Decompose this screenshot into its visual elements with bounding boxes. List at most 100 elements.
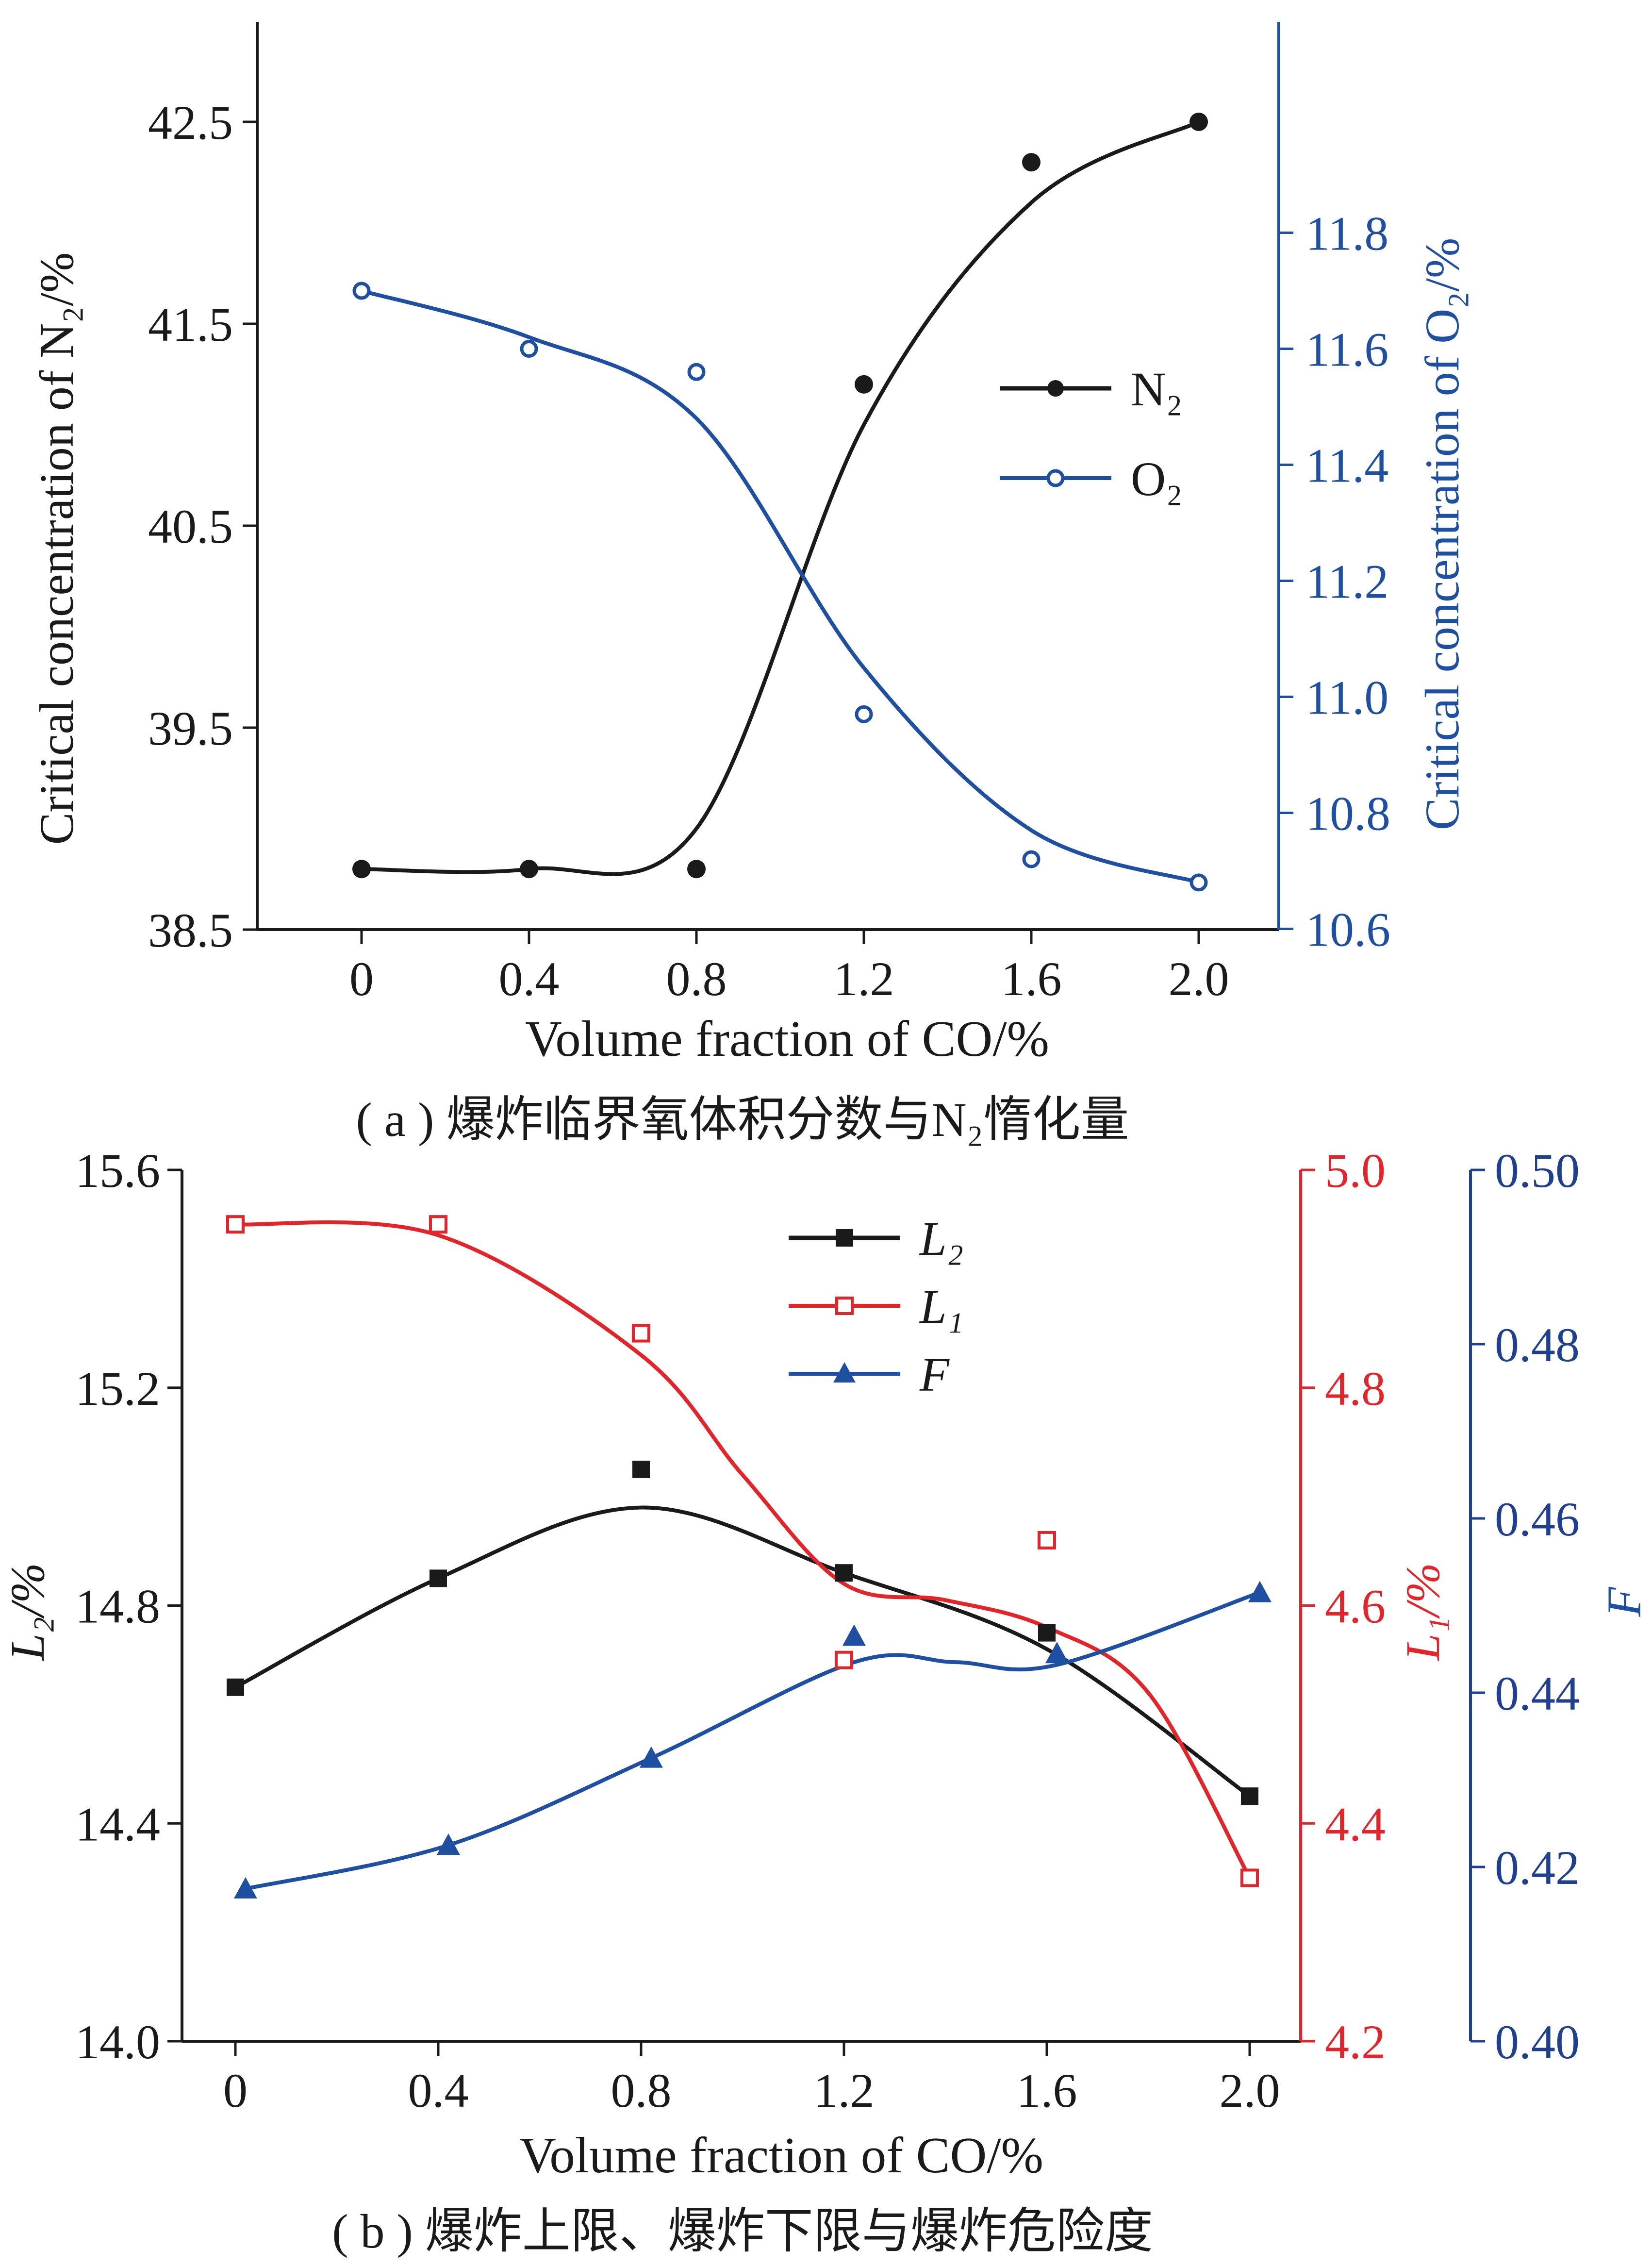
b-point-f	[639, 1746, 663, 1768]
panel-b-chart: 0 0.4 0.8 1.2 1.6 2.0 14.0 14.4 14.8 15.2 15.6 4.2 4…	[0, 1144, 1651, 2258]
legend-o2-label: O₂	[1131, 452, 1183, 506]
b-right1-tick-label: 4.8	[1325, 1362, 1386, 1416]
panel-a-curves	[361, 120, 1200, 884]
b-curve-l2	[234, 1505, 1251, 1798]
b-point-l2	[430, 1569, 447, 1587]
legend-f-marker	[833, 1362, 856, 1383]
a-x-tick-label: 0.4	[499, 952, 560, 1006]
panel-a-caption: ( a ) 爆炸临界氧体积分数与N₂惰化量	[356, 1093, 1129, 1147]
b-point-f	[1045, 1642, 1069, 1664]
b-point-f	[436, 1833, 460, 1855]
panel-a-chart: 0 0.4 0.8 1.2 1.6 2.0 38.5 39.5 40.5 41.5 42.5 10.6…	[30, 22, 1469, 1147]
b-x-tick-label: 0.8	[611, 2064, 672, 2117]
b-point-l1	[226, 1215, 245, 1234]
panel-a-axes	[243, 22, 1293, 944]
panel-b-points	[226, 1215, 1272, 1899]
b-x-tick-label: 0.4	[408, 2064, 469, 2117]
legend-o2-marker	[1046, 469, 1065, 487]
b-point-f	[842, 1624, 866, 1646]
b-point-l1	[429, 1215, 447, 1234]
a-left-tick-label: 38.5	[148, 903, 233, 957]
b-point-l2	[632, 1461, 650, 1479]
b-right1-tick-label: 4.6	[1325, 1580, 1386, 1633]
a-left-tick-label: 39.5	[148, 701, 233, 755]
b-left-tick-label: 14.0	[75, 2015, 160, 2069]
b-point-l2	[1038, 1624, 1056, 1642]
a-x-tick-label: 1.6	[1001, 952, 1062, 1006]
a-point-o2	[520, 340, 538, 358]
a-point-o2	[855, 705, 873, 723]
a-point-n2	[687, 860, 706, 879]
a-point-n2	[520, 860, 538, 879]
b-point-l1	[632, 1324, 650, 1343]
b-right2-tick-label: 0.48	[1495, 1318, 1580, 1372]
a-point-o2	[352, 282, 371, 300]
b-right1-tick-label: 5.0	[1325, 1144, 1386, 1198]
a-right-tick-label: 11.4	[1305, 439, 1388, 493]
b-left-tick-label: 14.4	[75, 1797, 160, 1851]
a-curve-n2	[361, 120, 1200, 876]
panel-a-right-axis-title: Critical concentration of O₂/%	[1415, 238, 1469, 831]
panel-b-x-axis-title: Volume fraction of CO/%	[519, 2127, 1043, 2183]
a-x-tick-label: 0.8	[666, 952, 727, 1006]
b-point-f	[1248, 1581, 1272, 1602]
a-right-tick-label: 11.8	[1305, 207, 1388, 261]
panel-b-legend: L₂ L₁ F	[789, 1212, 963, 1401]
a-point-n2	[1022, 153, 1041, 172]
panel-a-x-axis-title: Volume fraction of CO/%	[525, 1010, 1049, 1067]
b-right1-tick-label: 4.4	[1325, 1797, 1386, 1851]
b-point-l1	[1038, 1531, 1056, 1550]
panel-a-legend: N₂ O₂	[1000, 362, 1183, 506]
b-x-tick-label: 2.0	[1220, 2064, 1280, 2117]
a-point-n2	[1189, 113, 1208, 131]
a-x-tick-label: 1.2	[834, 952, 894, 1006]
a-right-tick-label: 10.6	[1305, 903, 1390, 957]
b-right2-tick-label: 0.40	[1495, 2015, 1580, 2069]
panel-b-tick-labels: 0 0.4 0.8 1.2 1.6 2.0 14.0 14.4 14.8 15.2 15.6 4.2 4…	[75, 1144, 1580, 2117]
panel-a-left-axis-title: Critical concentration of N₂/%	[30, 252, 83, 845]
b-point-f	[233, 1877, 257, 1899]
a-right-tick-label: 11.2	[1305, 555, 1388, 609]
panel-b-curves	[234, 1220, 1261, 1891]
panel-a-points	[352, 113, 1208, 892]
b-point-l2	[1241, 1787, 1258, 1805]
b-left-tick-label: 14.8	[75, 1580, 160, 1633]
legend-n2-label: N₂	[1131, 362, 1183, 416]
a-right-tick-label: 10.8	[1305, 787, 1390, 841]
a-left-tick-label: 40.5	[148, 500, 233, 553]
panel-b-caption: ( b ) 爆炸上限、爆炸下限与爆炸危险度	[332, 2204, 1153, 2258]
b-point-l1	[835, 1650, 853, 1669]
b-curve-l1	[235, 1220, 1252, 1879]
b-x-tick-label: 0	[223, 2064, 248, 2117]
panel-b-right1-axis-title: L₁/%	[1396, 1563, 1450, 1661]
b-right1-tick-label: 4.2	[1325, 2015, 1386, 2069]
b-right2-tick-label: 0.46	[1495, 1492, 1580, 1546]
b-left-tick-label: 15.2	[75, 1362, 160, 1416]
a-left-tick-label: 41.5	[148, 298, 233, 351]
a-point-o2	[687, 363, 706, 381]
b-right2-tick-label: 0.42	[1495, 1841, 1580, 1895]
b-x-tick-label: 1.6	[1017, 2064, 1077, 2117]
legend-n2-marker	[1047, 380, 1064, 397]
b-point-l2	[835, 1564, 853, 1582]
legend-l1-marker	[835, 1297, 854, 1315]
b-curve-f	[245, 1590, 1261, 1891]
panel-a-tick-labels: 0 0.4 0.8 1.2 1.6 2.0 38.5 39.5 40.5 41.5 42.5 10.6…	[148, 96, 1390, 1006]
b-point-l1	[1240, 1868, 1259, 1887]
legend-l2-marker	[836, 1229, 853, 1247]
b-x-tick-label: 1.2	[814, 2064, 875, 2117]
a-right-tick-label: 11.6	[1305, 323, 1388, 377]
a-left-tick-label: 42.5	[148, 96, 233, 150]
a-right-tick-label: 11.0	[1305, 671, 1388, 725]
a-point-n2	[855, 375, 873, 394]
a-point-o2	[1022, 850, 1041, 868]
panel-b-right2-axis-title: F	[1597, 1587, 1651, 1617]
panel-b-axes	[167, 1168, 1485, 2056]
legend-l1-label: L₁	[919, 1280, 963, 1333]
b-point-l2	[227, 1678, 244, 1696]
legend-f-label: F	[919, 1348, 950, 1401]
b-right2-tick-label: 0.44	[1495, 1666, 1580, 1720]
a-x-tick-label: 2.0	[1169, 952, 1229, 1006]
a-curve-o2	[361, 289, 1200, 884]
